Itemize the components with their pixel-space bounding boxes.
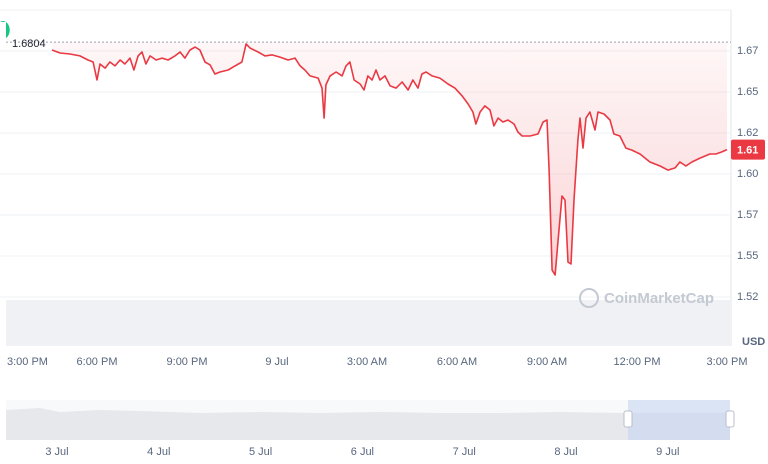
x-tick-label: 3:00 AM [347, 356, 387, 368]
price-tag [731, 139, 765, 160]
x-tick-label: 9:00 PM [167, 356, 208, 368]
navigator-label: 5 Jul [249, 446, 272, 458]
navigator-handle-left[interactable] [623, 410, 633, 428]
x-tick-label: 6:00 AM [437, 356, 477, 368]
y-tick-label: 1.62 [737, 127, 758, 139]
y-tick-label: 1.55 [737, 250, 758, 262]
x-tick-label: 3:00 PM [7, 356, 48, 368]
plot-layer [6, 41, 731, 276]
navigator-label: 9 Jul [656, 446, 679, 458]
x-tick-label: 6:00 PM [77, 356, 118, 368]
y-tick-label: 1.65 [737, 86, 758, 98]
price-area [52, 42, 727, 276]
x-tick-label: 9 Jul [265, 356, 288, 368]
navigator-label: 6 Jul [351, 446, 374, 458]
y-tick-label: 1.57 [737, 209, 758, 221]
open-marker [0, 21, 10, 38]
y-tick-label: 1.67 [737, 45, 758, 57]
x-tick-label: 12:00 PM [613, 356, 660, 368]
watermark-logo [579, 288, 599, 308]
navigator-handle-right[interactable] [725, 410, 735, 428]
navigator-label: 3 Jul [45, 446, 68, 458]
navigator-label: 4 Jul [147, 446, 170, 458]
currency-label: USD [742, 336, 765, 348]
x-tick-label: 9:00 AM [527, 356, 567, 368]
open-price-label: 1.6804 [12, 38, 46, 50]
navigator: 3 Jul 4 Jul 5 Jul 6 Jul 7 Jul 8 Jul 9 Jul [6, 400, 735, 458]
price-line [51, 43, 728, 276]
navigator-selection[interactable] [628, 400, 730, 440]
watermark: CoinMarketCap [579, 288, 714, 308]
y-tick-label: 1.60 [737, 168, 758, 180]
price-tag-label: 1.61 [737, 144, 758, 156]
y-tick-label: 1.52 [737, 291, 758, 303]
x-tick-label: 3:00 PM [707, 356, 748, 368]
navigator-area [6, 408, 730, 440]
watermark-text: CoinMarketCap [604, 290, 714, 307]
volume-band [6, 300, 730, 346]
navigator-label: 8 Jul [554, 446, 577, 458]
axis-layer: 1.52 1.55 1.57 1.60 1.62 1.65 1.67 3:00 PM 6:00 … [7, 38, 765, 368]
navigator-label: 7 Jul [453, 446, 476, 458]
